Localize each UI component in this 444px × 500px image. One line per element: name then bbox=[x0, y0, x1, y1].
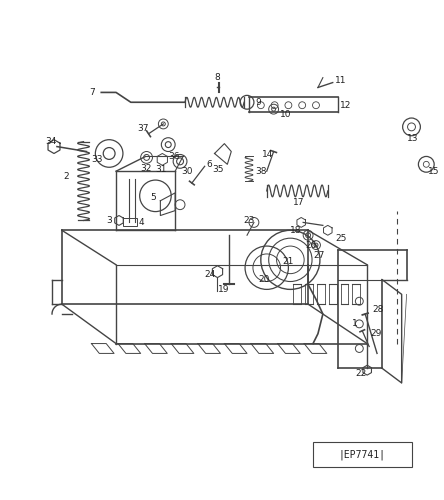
Text: 32: 32 bbox=[141, 164, 152, 173]
Text: 7: 7 bbox=[89, 88, 95, 97]
Text: 38: 38 bbox=[255, 166, 266, 175]
Text: 37: 37 bbox=[138, 124, 149, 134]
Text: 11: 11 bbox=[335, 76, 346, 85]
Text: 19: 19 bbox=[218, 285, 229, 294]
Text: 22: 22 bbox=[355, 368, 367, 378]
Text: 26: 26 bbox=[305, 240, 317, 250]
Text: 17: 17 bbox=[293, 198, 305, 207]
Text: 31: 31 bbox=[155, 164, 167, 173]
Text: 28: 28 bbox=[372, 304, 384, 314]
Text: 10: 10 bbox=[280, 110, 291, 118]
Text: 20: 20 bbox=[259, 275, 270, 284]
Text: 13: 13 bbox=[407, 134, 418, 143]
Text: 3: 3 bbox=[106, 216, 112, 225]
Text: 8: 8 bbox=[214, 73, 220, 82]
Text: 1: 1 bbox=[353, 320, 358, 328]
Bar bbox=[313, 442, 412, 466]
Text: 23: 23 bbox=[243, 216, 254, 225]
Text: 30: 30 bbox=[181, 166, 193, 175]
Text: 36: 36 bbox=[168, 152, 180, 161]
Text: 12: 12 bbox=[340, 100, 351, 110]
Text: 6: 6 bbox=[206, 160, 212, 169]
Text: 2: 2 bbox=[64, 172, 69, 180]
Text: 14: 14 bbox=[262, 150, 273, 159]
Text: 24: 24 bbox=[205, 270, 216, 279]
Text: 33: 33 bbox=[91, 155, 103, 164]
Text: 15: 15 bbox=[428, 166, 440, 175]
Text: 35: 35 bbox=[213, 164, 224, 173]
Text: 21: 21 bbox=[283, 258, 294, 266]
Text: 34: 34 bbox=[45, 137, 56, 146]
Text: 4: 4 bbox=[139, 218, 144, 227]
Text: 29: 29 bbox=[370, 329, 381, 338]
Text: 9: 9 bbox=[255, 98, 261, 107]
Text: 25: 25 bbox=[336, 234, 347, 242]
Text: 5: 5 bbox=[151, 194, 156, 202]
Text: 27: 27 bbox=[313, 252, 325, 260]
Text: |EP7741|: |EP7741| bbox=[339, 450, 386, 460]
Bar bbox=[123, 218, 137, 226]
Text: 18: 18 bbox=[290, 226, 302, 235]
